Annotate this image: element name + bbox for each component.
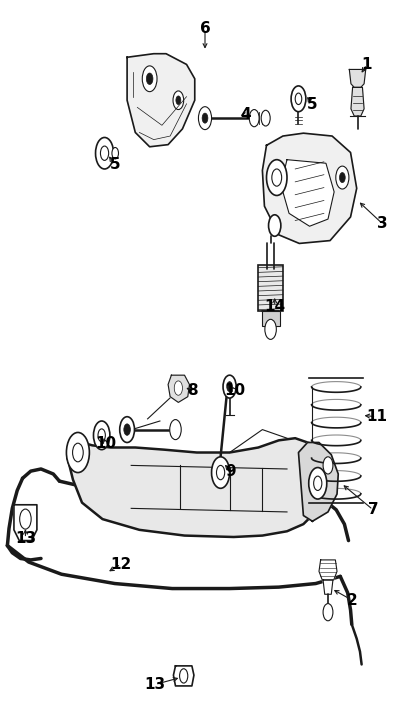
Circle shape	[95, 137, 113, 169]
Text: 5: 5	[109, 158, 120, 172]
Text: 5: 5	[306, 97, 317, 112]
Text: 4: 4	[240, 107, 251, 122]
Text: 3: 3	[376, 216, 387, 231]
Circle shape	[173, 91, 183, 110]
Circle shape	[261, 110, 270, 126]
Circle shape	[100, 146, 108, 160]
Circle shape	[146, 73, 153, 84]
Circle shape	[124, 424, 130, 435]
Bar	[261, 311, 279, 326]
Polygon shape	[168, 375, 189, 402]
Circle shape	[335, 166, 348, 189]
Polygon shape	[322, 580, 332, 594]
Polygon shape	[127, 54, 194, 147]
Text: 13: 13	[144, 677, 165, 692]
Text: 14: 14	[263, 299, 285, 314]
Circle shape	[294, 93, 301, 105]
Polygon shape	[348, 69, 365, 87]
Circle shape	[266, 160, 286, 195]
Circle shape	[66, 432, 89, 473]
Circle shape	[313, 476, 321, 490]
Polygon shape	[350, 87, 363, 116]
Text: 10: 10	[223, 384, 245, 398]
Text: 13: 13	[15, 531, 36, 546]
Circle shape	[119, 417, 134, 442]
Text: 8: 8	[187, 384, 198, 398]
Circle shape	[175, 96, 180, 105]
Circle shape	[308, 468, 326, 499]
Circle shape	[174, 381, 182, 395]
Text: 9: 9	[225, 464, 235, 478]
Text: 10: 10	[95, 437, 116, 451]
Circle shape	[93, 421, 110, 450]
Circle shape	[222, 375, 236, 398]
Circle shape	[112, 147, 118, 159]
Circle shape	[216, 465, 224, 480]
Circle shape	[169, 420, 181, 440]
Polygon shape	[318, 560, 336, 580]
Circle shape	[202, 113, 207, 123]
Circle shape	[271, 169, 281, 186]
Circle shape	[142, 66, 157, 92]
Circle shape	[198, 107, 211, 130]
Polygon shape	[14, 505, 37, 541]
Text: 1: 1	[361, 57, 371, 72]
Polygon shape	[280, 160, 333, 226]
Circle shape	[322, 604, 332, 621]
Polygon shape	[173, 666, 193, 686]
Circle shape	[290, 86, 305, 112]
Circle shape	[211, 457, 229, 488]
Circle shape	[20, 509, 31, 529]
Text: 7: 7	[367, 503, 378, 517]
Circle shape	[72, 443, 83, 462]
Circle shape	[322, 457, 332, 474]
Circle shape	[268, 215, 280, 236]
Polygon shape	[298, 442, 337, 521]
Polygon shape	[262, 133, 356, 243]
Text: 11: 11	[365, 410, 386, 424]
Circle shape	[264, 319, 276, 339]
Circle shape	[339, 173, 344, 183]
Bar	[258, 265, 282, 311]
Text: 6: 6	[199, 21, 210, 36]
Text: 12: 12	[110, 557, 131, 571]
Polygon shape	[67, 438, 328, 537]
Circle shape	[98, 429, 105, 442]
Circle shape	[226, 382, 232, 392]
Circle shape	[249, 110, 258, 127]
Circle shape	[179, 669, 187, 683]
Text: 2: 2	[346, 593, 356, 607]
